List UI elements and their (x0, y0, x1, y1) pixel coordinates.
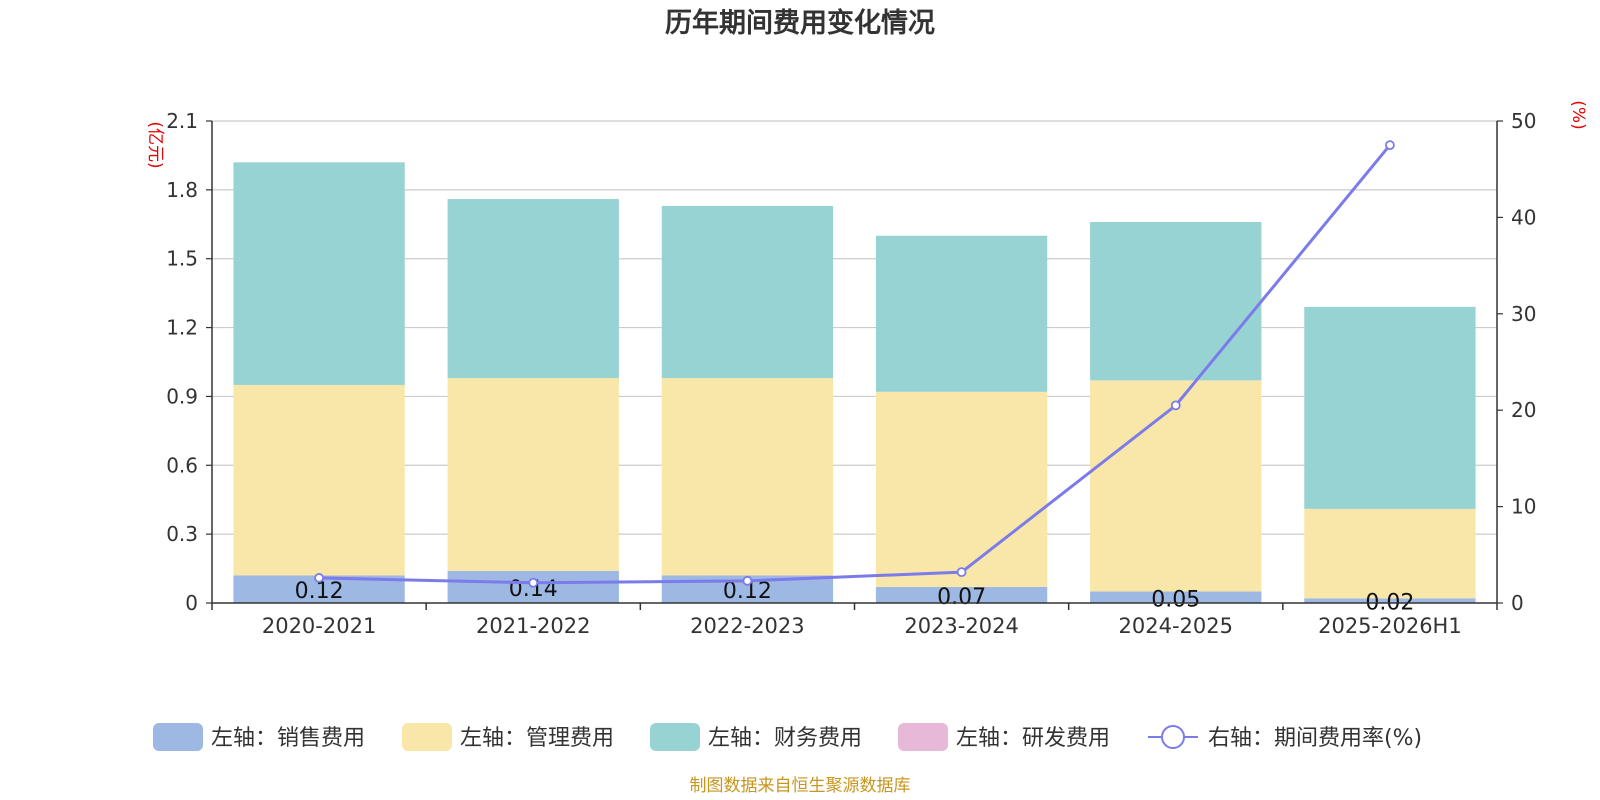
legend-swatch (402, 723, 452, 751)
left-axis-tick-label: 1.2 (166, 316, 198, 340)
right-axis-tick-label: 0 (1511, 591, 1524, 615)
legend-swatch (898, 723, 948, 751)
bar-segment (875, 235, 1048, 392)
legend-swatch (153, 723, 203, 751)
legend: 左轴：销售费用 左轴：管理费用 左轴：财务费用 左轴：研发费用 右轴：期间费用率(%) (153, 723, 1422, 751)
left-axis-tick-label: 2.1 (166, 109, 198, 133)
right-axis-unit: (%) (1568, 100, 1588, 129)
right-axis-tick-label: 30 (1511, 302, 1536, 326)
bar-segment (1304, 508, 1476, 599)
x-axis-tick-label: 2021-2022 (476, 614, 590, 638)
x-axis-tick-label: 2022-2023 (690, 614, 804, 638)
legend-label: 右轴：期间费用率(%) (1208, 726, 1422, 751)
grid-lines (212, 120, 1497, 535)
right-axis-tick-label: 20 (1511, 398, 1536, 422)
bar-data-label: 0.05 (1151, 587, 1200, 612)
legend-marker (1161, 725, 1185, 749)
bar-segment (447, 199, 619, 379)
bar-data-label: 0.07 (937, 585, 986, 610)
rate-point (956, 567, 967, 578)
bar-segment (661, 378, 834, 576)
left-axis-tick-label: 1.5 (166, 247, 198, 271)
rate-point (1385, 140, 1395, 151)
bar-segment (875, 391, 1048, 587)
rate-line-group (314, 140, 1395, 588)
bars-group (233, 162, 1476, 603)
source-footer: 制图数据来自恒生聚源数据库 (690, 776, 911, 796)
bar-segment (1090, 591, 1262, 603)
legend-label: 左轴：销售费用 (211, 726, 365, 751)
bar-segment (1304, 306, 1476, 509)
bar-segment (661, 205, 834, 379)
legend-label: 左轴：研发费用 (956, 726, 1110, 751)
bar-data-label: 0.12 (295, 579, 344, 604)
legend-label: 左轴：财务费用 (708, 726, 862, 751)
chart-title: 历年期间费用变化情况 (665, 7, 935, 39)
axes-group: 0 0.3 0.6 0.9 1.2 1.5 1.8 2.1 0 10 20 30 40 50 2020-20… (166, 109, 1536, 638)
bar-segment (1304, 598, 1476, 603)
rate-point (314, 573, 324, 583)
bar-segment (447, 378, 619, 571)
bar-segment (875, 586, 1048, 603)
rate-line (319, 144, 1392, 585)
rate-point (1170, 400, 1181, 411)
x-axis-tick-label: 2023-2024 (904, 614, 1018, 638)
right-axis-tick-label: 10 (1511, 495, 1536, 519)
left-axis-unit: (亿元) (145, 121, 165, 168)
left-axis-tick-label: 0 (185, 591, 198, 615)
data-labels-group: 0.12 0.14 0.12 0.07 0.05 0.02 (295, 577, 1415, 616)
left-axis-tick-label: 1.8 (166, 178, 198, 202)
bar-segment (1090, 380, 1262, 592)
left-axis-tick-label: 0.6 (166, 453, 198, 477)
x-axis-tick-label: 2024-2025 (1119, 614, 1233, 638)
left-axis-tick-label: 0.3 (166, 522, 198, 546)
right-axis-tick-label: 50 (1511, 109, 1536, 133)
right-axis-tick-label: 40 (1511, 205, 1536, 229)
left-axis-tick-label: 0.9 (166, 384, 198, 408)
rate-point (528, 577, 539, 588)
rate-point (742, 575, 753, 586)
bar-segment (233, 384, 405, 576)
x-axis-tick-label: 2020-2021 (262, 614, 376, 638)
bar-segment (1090, 221, 1262, 381)
bar-segment (233, 162, 405, 385)
legend-label: 左轴：管理费用 (460, 726, 614, 751)
legend-swatch (650, 723, 700, 751)
x-axis-tick-label: 2025-2026H1 (1318, 614, 1462, 638)
